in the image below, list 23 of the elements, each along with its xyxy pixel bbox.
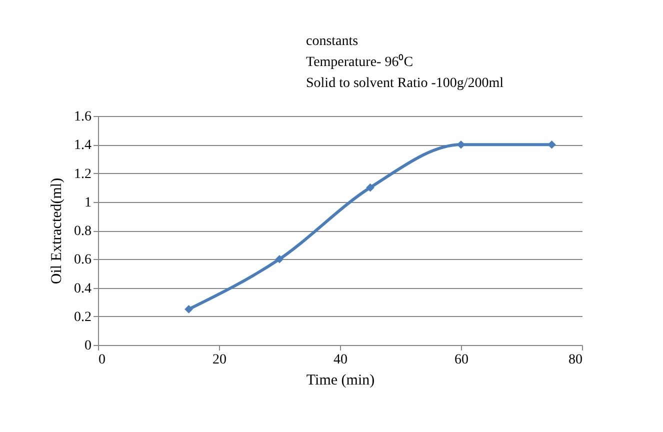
x-tick-label: 80 bbox=[568, 352, 582, 368]
y-tick-label: 0.8 bbox=[74, 224, 92, 239]
y-tick-label: 0.4 bbox=[74, 281, 92, 296]
text: constants bbox=[306, 34, 358, 49]
y-tick-label: 1.4 bbox=[74, 138, 92, 154]
text: Solid to solvent Ratio -100g/200ml bbox=[306, 76, 504, 91]
x-tick-label: 20 bbox=[212, 352, 226, 368]
point bbox=[275, 254, 284, 264]
y-tick-label: 1 bbox=[84, 195, 92, 210]
x-tick-label: 60 bbox=[454, 352, 468, 368]
y-tick-label: 0 bbox=[84, 338, 92, 354]
y-tick-label: 1.6 bbox=[74, 110, 92, 124]
y-axis-title: Oil Extracted(ml) bbox=[49, 178, 65, 284]
y-tick-label: 0.2 bbox=[74, 310, 92, 325]
x-tick-label: 0 bbox=[98, 352, 106, 368]
point bbox=[184, 305, 193, 314]
x-axis-title: Time (min) bbox=[306, 372, 375, 388]
text: Temperature- 96⁰C bbox=[306, 54, 414, 70]
x-tick-label: 40 bbox=[334, 352, 348, 368]
point bbox=[366, 183, 374, 192]
point bbox=[548, 140, 556, 149]
y-tick-label: 0.6 bbox=[74, 252, 92, 268]
y-tick-label: 1.2 bbox=[74, 166, 92, 182]
